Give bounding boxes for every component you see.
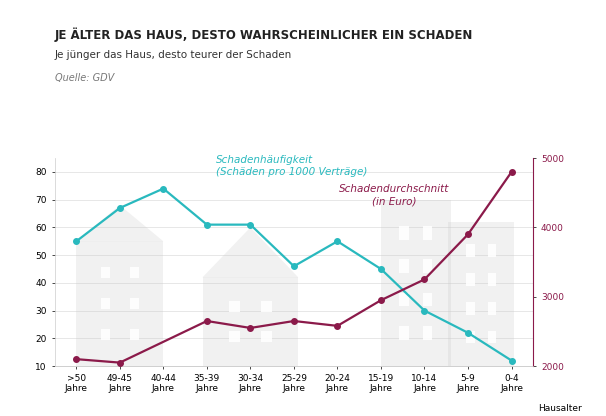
Bar [422,326,432,340]
Polygon shape [202,228,298,277]
Bar [488,245,496,257]
Bar [466,273,474,286]
Bar [422,259,432,273]
Polygon shape [76,205,164,241]
Bar [202,277,298,366]
Text: JE ÄLTER DAS HAUS, DESTO WAHRSCHEINLICHER EIN SCHADEN: JE ÄLTER DAS HAUS, DESTO WAHRSCHEINLICHE… [55,27,473,42]
Bar [229,301,240,312]
Bar [422,226,432,240]
Bar [261,331,271,342]
Bar [399,259,409,273]
Bar [399,226,409,240]
Bar [101,329,110,340]
Bar [488,273,496,286]
Bar [229,331,240,342]
Text: Schadendurchschnitt
(in Euro): Schadendurchschnitt (in Euro) [339,184,449,207]
Bar [488,302,496,314]
Bar [466,331,474,344]
Bar [422,292,432,307]
FancyBboxPatch shape [381,200,451,366]
Bar [399,292,409,307]
Bar [261,301,271,312]
Text: Schadenhäufigkeit
(Schäden pro 1000 Verträge): Schadenhäufigkeit (Schäden pro 1000 Vert… [216,155,367,178]
Bar [101,267,110,278]
Bar [130,329,139,340]
Text: Hausalter: Hausalter [538,404,582,413]
Text: Quelle: GDV: Quelle: GDV [55,73,114,83]
Bar [466,302,474,314]
Bar [488,331,496,344]
Bar [130,298,139,309]
Bar [399,326,409,340]
Bar [130,267,139,278]
Bar [76,241,164,366]
Bar [466,245,474,257]
Text: Je jünger das Haus, desto teurer der Schaden: Je jünger das Haus, desto teurer der Sch… [55,50,292,60]
Bar [101,298,110,309]
FancyBboxPatch shape [448,222,514,366]
